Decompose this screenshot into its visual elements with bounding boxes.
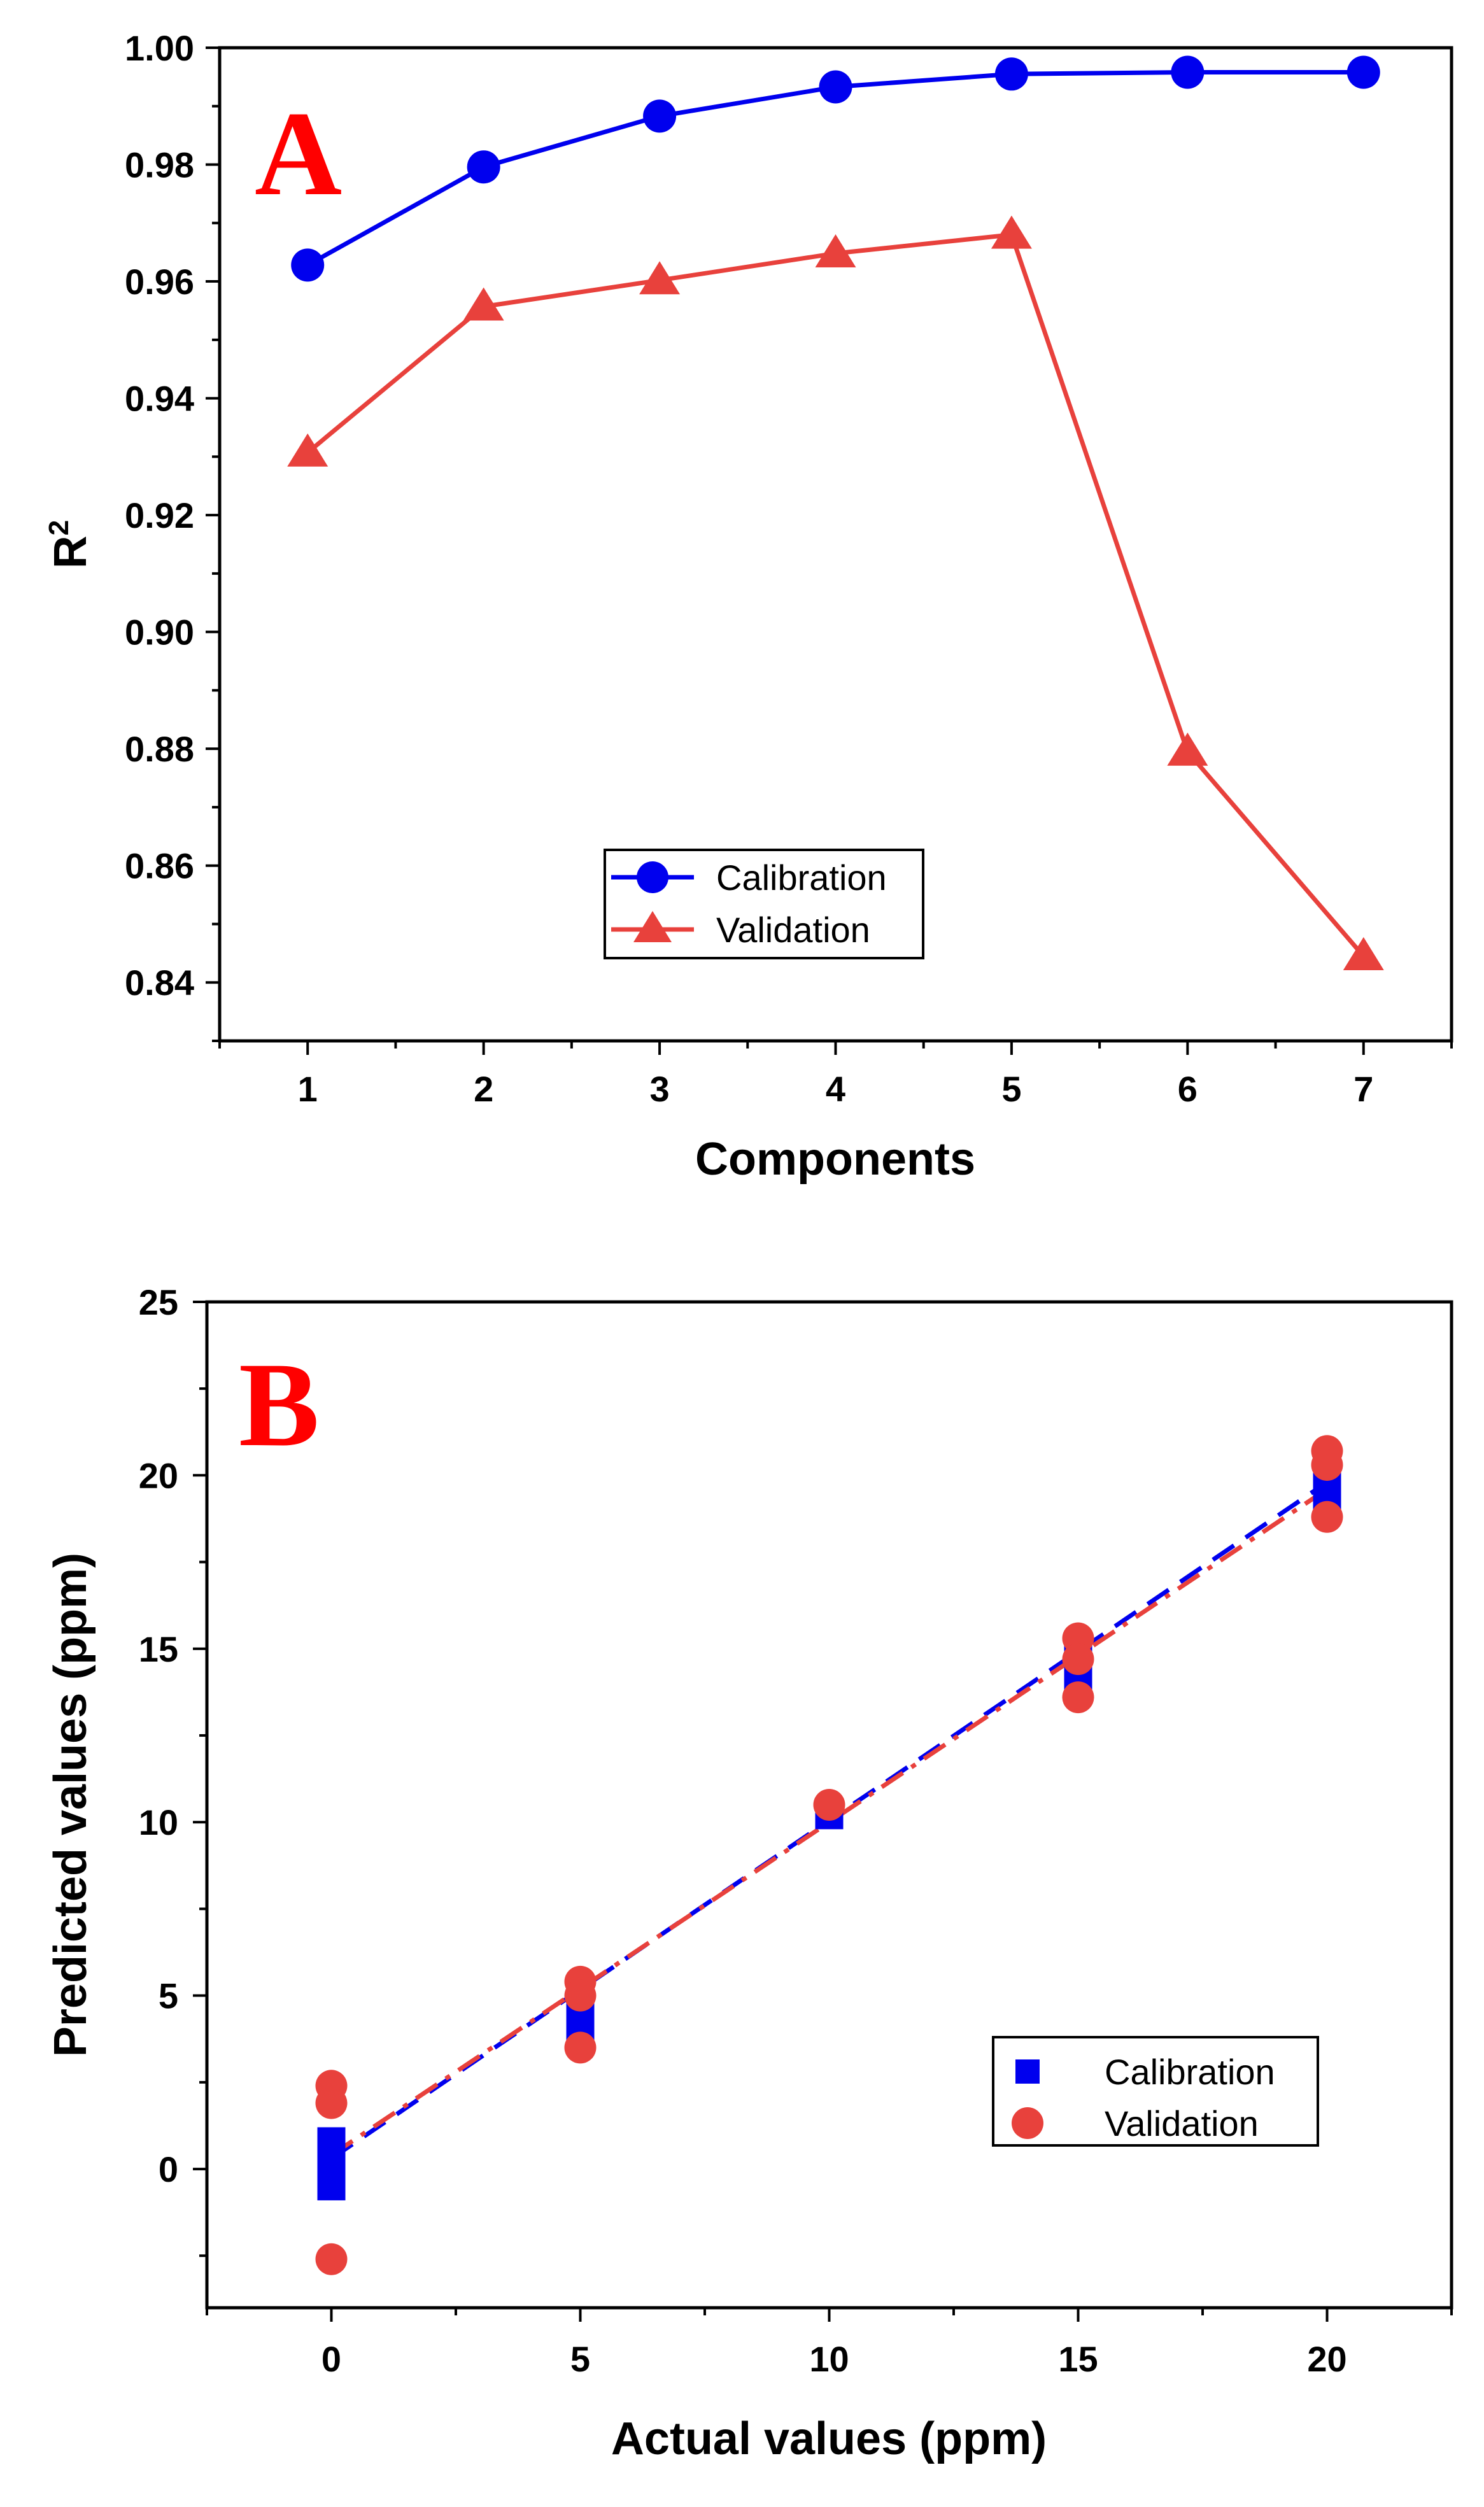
- panel-a-x-tick-label: 4: [826, 1069, 845, 1109]
- validation-point: [813, 1789, 845, 1821]
- panel-a-chart: 0.84 0.86 0.88 0.90 0.92 0.94 0.96 0.98 1.00 1 2 3…: [43, 28, 1453, 1185]
- panel-a-x-tick-label: 5: [1001, 1069, 1021, 1109]
- legend-b-calibration-marker: [1015, 2059, 1040, 2084]
- calibration-point: [317, 2127, 346, 2156]
- panel-a-x-tick-label: 1: [298, 1069, 318, 1109]
- legend-calibration-marker: [637, 861, 668, 893]
- panel-b-x-ticks: 0 5 10 15 20: [206, 2308, 1453, 2379]
- validation-point: [463, 287, 504, 321]
- panel-b-x-tick-label: 5: [570, 2339, 590, 2379]
- panel-b-x-axis-title: Actual values (ppm): [611, 2413, 1047, 2464]
- panel-a-y-tick-label: 0.96: [125, 262, 194, 302]
- panel-b-x-tick-label: 0: [322, 2339, 341, 2379]
- validation-point: [287, 433, 329, 467]
- panel-a-x-tick-label: 3: [649, 1069, 669, 1109]
- calibration-point: [994, 57, 1028, 91]
- panel-b-y-tick-label: 25: [139, 1282, 178, 1322]
- panel-a-y-tick-label: 0.92: [125, 495, 194, 535]
- validation-point: [639, 261, 681, 295]
- calibration-point: [291, 248, 325, 282]
- panel-b-y-tick-label: 0: [159, 2149, 178, 2189]
- legend-calibration-label: Calibration: [716, 858, 887, 898]
- panel-b-series: [315, 1435, 1343, 2275]
- panel-a-series: [287, 55, 1384, 970]
- legend-validation-label: Validation: [716, 910, 870, 950]
- validation-point: [1062, 1681, 1094, 1714]
- panel-a-y-tick-label: 0.94: [125, 379, 194, 419]
- validation-point: [815, 234, 856, 268]
- panel-a-y-axis-title: R2: [43, 520, 96, 568]
- validation-point: [315, 2087, 348, 2119]
- panel-b-chart: 0 5 10 15 20 25 0 5 10 15 20 B Actual values (ppm…: [45, 1282, 1453, 2464]
- panel-a-y-ticks: 0.84 0.86 0.88 0.90 0.92 0.94 0.96 0.98 1.00: [125, 28, 220, 1042]
- panel-b-y-axis-title: Predicted values (ppm): [45, 1553, 96, 2057]
- panel-b-legend-box: [992, 2036, 1319, 2147]
- panel-b-legend: Calibration Validation: [992, 2036, 1319, 2147]
- validation-point: [1311, 1449, 1343, 1481]
- panel-a-y-axis-title-superscript: 2: [43, 520, 74, 535]
- panel-a-x-ticks: 1 2 3 4 5 6 7: [218, 1041, 1453, 1109]
- panel-a-legend: Calibration Validation: [604, 849, 924, 959]
- panel-a-y-tick-label: 0.86: [125, 846, 194, 886]
- validation-point: [1343, 936, 1384, 970]
- validation-point: [564, 2031, 597, 2064]
- validation-point: [315, 2243, 348, 2275]
- panel-a-letter: A: [255, 87, 342, 221]
- panel-b-x-tick-label: 10: [809, 2339, 849, 2379]
- validation-point: [564, 1979, 597, 2012]
- panel-b-y-tick-label: 5: [159, 1976, 178, 2016]
- legend-b-validation-marker: [1012, 2107, 1043, 2139]
- legend-validation-marker: [633, 911, 672, 942]
- validation-point: [1062, 1643, 1094, 1676]
- panel-b-y-tick-label: 20: [139, 1455, 178, 1495]
- calibration-point: [1346, 55, 1380, 89]
- panel-a-y-tick-label: 0.98: [125, 145, 194, 185]
- legend-b-calibration-label: Calibration: [1105, 2052, 1275, 2092]
- calibration-point: [467, 150, 500, 184]
- panel-a-y-tick-label: 0.90: [125, 612, 194, 653]
- calibration-point: [819, 70, 852, 104]
- panel-b-y-tick-label: 10: [139, 1802, 178, 1842]
- panel-b-y-ticks: 0 5 10 15 20 25: [139, 1282, 207, 2257]
- calibration-point: [1171, 55, 1205, 89]
- panel-a-y-tick-label: 0.84: [125, 963, 194, 1003]
- panel-a-y-tick-label: 1.00: [125, 28, 194, 68]
- calibration-point: [643, 99, 677, 133]
- panel-b-y-tick-label: 15: [139, 1629, 178, 1669]
- validation-point: [1311, 1501, 1343, 1533]
- validation-point: [1167, 732, 1208, 766]
- validation-line: [306, 232, 1366, 958]
- panel-a-y-tick-label: 0.88: [125, 729, 194, 769]
- validation-point: [991, 215, 1032, 249]
- panel-b-letter: B: [239, 1338, 320, 1472]
- panel-a-x-tick-label: 7: [1353, 1069, 1373, 1109]
- panel-a-x-tick-label: 2: [474, 1069, 493, 1109]
- panel-a-x-axis-title: Components: [695, 1134, 975, 1185]
- panel-b-x-tick-label: 15: [1058, 2339, 1098, 2379]
- legend-b-validation-label: Validation: [1105, 2103, 1259, 2143]
- panel-b-x-tick-label: 20: [1307, 2339, 1346, 2379]
- panel-a-y-axis-title-base: R: [45, 535, 96, 568]
- panel-a-x-tick-label: 6: [1178, 1069, 1198, 1109]
